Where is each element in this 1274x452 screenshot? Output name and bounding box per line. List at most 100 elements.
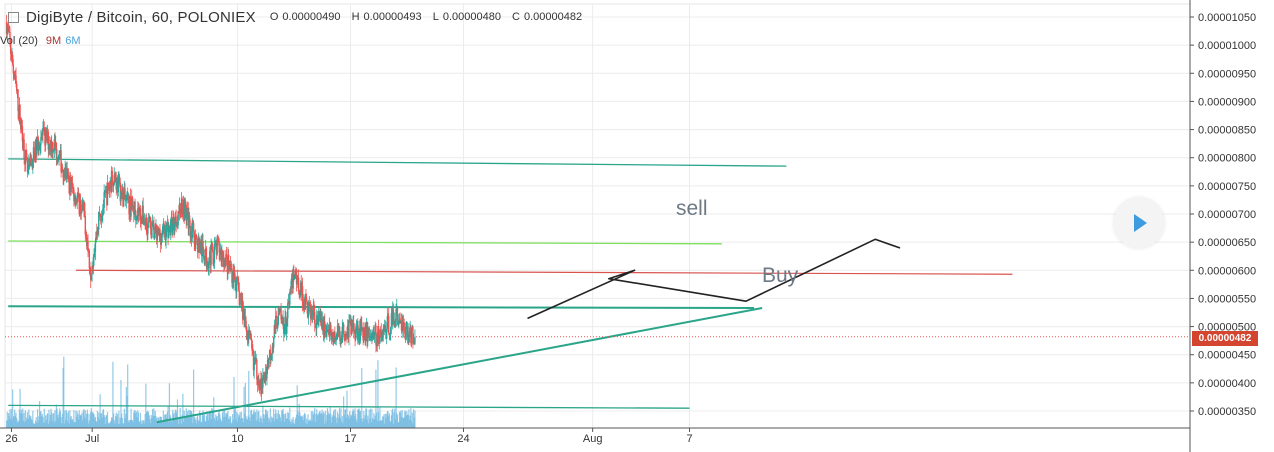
volume-bar: [330, 413, 332, 428]
volume-bar: [56, 408, 58, 428]
candle-body: [11, 54, 14, 65]
candle-body: [94, 241, 97, 252]
volume-bar: [248, 417, 251, 428]
volume-bar: [101, 417, 103, 428]
volume-bar: [263, 418, 265, 428]
volume-bar: [341, 416, 343, 428]
chart-header: DigiByte / Bitcoin, 60, POLONIEX O 0.0000…: [8, 6, 590, 28]
play-button[interactable]: [1114, 198, 1164, 248]
volume-bar: [28, 415, 31, 428]
volume-bar: [61, 422, 63, 428]
volume-bar: [339, 418, 341, 428]
volume-bar: [58, 412, 60, 428]
volume-bar: [135, 412, 138, 428]
volume-bar: [217, 412, 220, 428]
volume-bar: [67, 421, 69, 428]
volume-bar: [254, 413, 256, 428]
volume-bar: [100, 413, 103, 428]
candle-body: [253, 360, 255, 371]
volume-bar: [304, 412, 306, 428]
volume-bar: [121, 418, 123, 428]
candle-body: [264, 379, 266, 381]
volume-bar: [191, 413, 193, 428]
volume-bar: [377, 360, 379, 428]
volume-bar: [408, 419, 411, 428]
volume-bar: [127, 364, 129, 428]
volume-bar: [219, 418, 222, 428]
volume-bar: [232, 419, 234, 428]
volume-bar: [17, 420, 19, 428]
volume-bar: [67, 411, 70, 428]
volume-bar: [180, 417, 182, 428]
candle-body: [30, 161, 33, 166]
volume-bar: [36, 423, 38, 428]
volume-bar: [215, 416, 218, 428]
volume-bar: [71, 418, 74, 428]
volume-bar: [394, 408, 396, 428]
candle-body: [359, 319, 362, 341]
sketch-zigzag: [527, 238, 901, 319]
candle-body: [7, 27, 10, 33]
volume-bar: [216, 415, 218, 428]
volume-bar: [246, 419, 248, 428]
volume-bar: [30, 415, 32, 428]
candle-body: [308, 302, 311, 307]
candle-body: [217, 238, 219, 240]
candle-body: [237, 282, 240, 291]
teal-support-line: [8, 305, 755, 309]
volume-bar: [170, 416, 172, 428]
candle-body: [272, 337, 275, 348]
x-tick-label: 17: [344, 433, 356, 445]
volume-bar: [46, 414, 48, 428]
candle-body: [98, 211, 100, 230]
volume-bar: [266, 413, 268, 428]
volume-bar: [154, 411, 156, 428]
candle-body: [66, 168, 68, 172]
chart-grid: [4, 3, 1191, 429]
candle-body: [99, 213, 101, 216]
volume-label: Vol (20): [0, 35, 38, 47]
volume-bar: [55, 420, 57, 428]
volume-bar: [363, 419, 366, 428]
candle-body: [294, 273, 296, 277]
volume-bar: [369, 418, 371, 428]
candle-body: [26, 159, 29, 173]
volume-bar: [368, 409, 370, 428]
volume-bar: [106, 415, 108, 428]
volume-bar: [222, 409, 224, 428]
y-tick-label: 0.00001000: [1198, 40, 1256, 52]
candle-body: [168, 226, 170, 239]
volume-bar: [189, 410, 191, 428]
volume-bar: [195, 419, 197, 428]
volume-bar: [267, 417, 269, 428]
volume-bar: [18, 409, 20, 428]
volume-bar: [80, 415, 82, 428]
volume-bar: [188, 409, 190, 428]
volume-bar: [314, 408, 316, 428]
volume-bar: [131, 419, 133, 428]
volume-bar: [104, 423, 107, 428]
candle-body: [156, 229, 158, 241]
candle-body: [248, 330, 250, 340]
volume-bar: [181, 414, 183, 428]
candle-body: [223, 256, 225, 267]
volume-bar: [33, 423, 35, 428]
volume-bar: [203, 412, 205, 428]
volume-bar: [95, 421, 97, 428]
volume-bar: [358, 408, 360, 428]
volume-bar: [204, 421, 206, 428]
collapse-box-icon[interactable]: [8, 11, 19, 23]
candle-body: [172, 224, 174, 235]
volume-bar: [184, 416, 186, 428]
volume-bar: [392, 423, 395, 428]
candle-body: [348, 320, 350, 338]
candle-body: [256, 359, 258, 380]
volume-bar: [36, 409, 39, 428]
volume-value-1: 9M: [45, 35, 62, 47]
volume-bar: [203, 415, 205, 428]
volume-bar: [223, 410, 226, 428]
volume-bar: [361, 368, 363, 428]
volume-bar: [119, 417, 121, 428]
volume-bar: [361, 421, 364, 428]
